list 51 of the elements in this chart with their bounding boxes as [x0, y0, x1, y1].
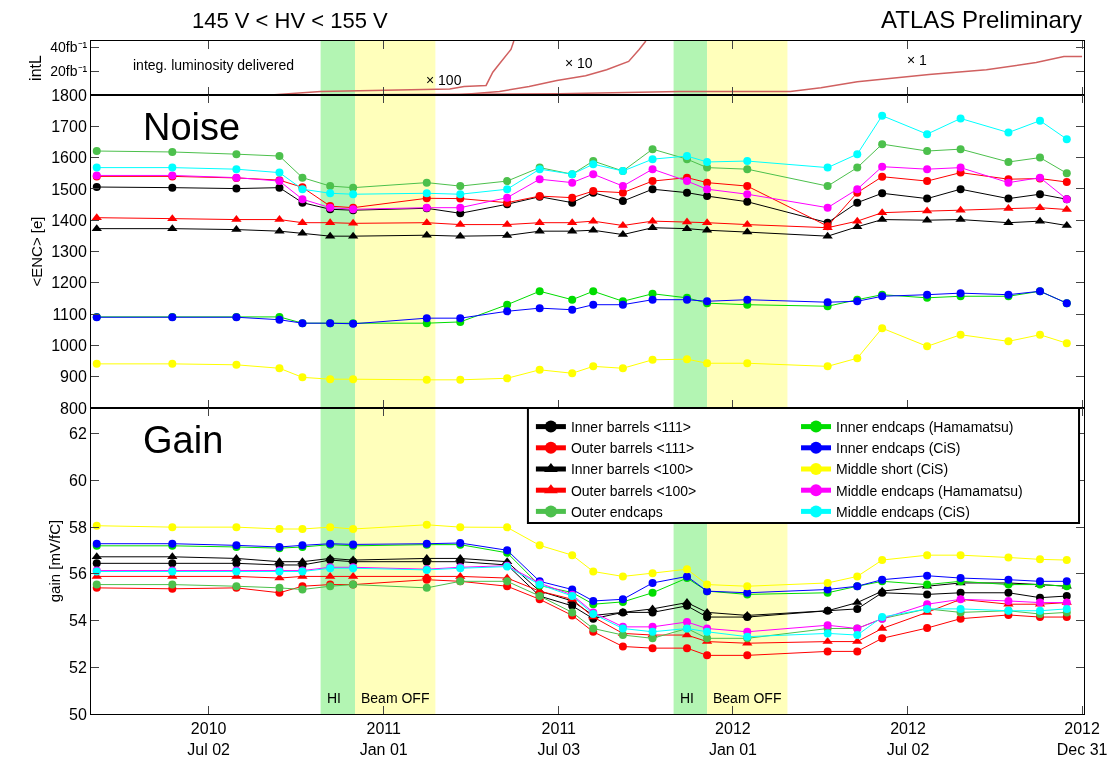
x-tick-label: 2011 Jan 01	[359, 720, 408, 758]
band-label: HI	[680, 690, 694, 706]
y-tick-label: 1800	[51, 86, 87, 104]
legend-label: Middle short (CiS)	[836, 461, 949, 478]
x-tick-label: 2012 Dec 31	[1056, 720, 1108, 758]
y-tick-label: 1300	[51, 243, 87, 261]
x-tick-label: 2011 Jul 03	[537, 720, 581, 758]
y-tick-label: 40fb⁻¹	[50, 38, 88, 55]
y-tick-label: 1100	[52, 305, 87, 323]
text: ATLAS Preliminary	[881, 6, 1082, 33]
band-label: HI	[327, 690, 341, 706]
y-tick-label: 52	[69, 658, 87, 676]
legend-label: Outer barrels <111>	[570, 440, 695, 457]
x-tick-label: 2012 Jan 01	[708, 720, 758, 758]
y-tick-label: 50	[69, 705, 87, 723]
chart-title: 145 V < HV < 155 V	[192, 8, 389, 33]
y-axis-title: intL	[27, 55, 45, 81]
legend-label: Outer barrels <100>	[570, 482, 697, 499]
y-tick-label: 62	[69, 425, 87, 443]
annotation: × 1	[907, 52, 928, 68]
y-tick-label: 54	[69, 612, 87, 630]
y-tick-label: 1700	[51, 117, 87, 135]
legend-label: Inner endcaps (CiS)	[836, 440, 961, 457]
legend-label: Inner endcaps (Hamamatsu)	[836, 419, 1014, 436]
y-axis-title: <ENC> [e]	[28, 216, 46, 287]
y-tick-label: 1500	[51, 180, 87, 198]
y-axis-title: gain [mV/fC]	[46, 519, 64, 603]
y-tick-label: 1400	[51, 211, 87, 229]
y-tick-label: 1600	[51, 149, 87, 167]
chart-title: Gain	[143, 419, 224, 461]
x-tick-label: 2012 Jul 02	[886, 720, 930, 758]
band-label: Beam OFF	[361, 690, 430, 706]
legend-label: Inner barrels <100>	[570, 461, 694, 478]
y-tick-label: 900	[60, 368, 87, 386]
y-tick-label: 1200	[51, 274, 87, 292]
y-tick-label: 60	[69, 472, 87, 490]
y-tick-label: 1000	[51, 337, 87, 354]
legend-label: Outer endcaps	[570, 503, 663, 520]
y-tick-label: 800	[60, 399, 87, 417]
y-tick-label: 20fb⁻¹	[50, 62, 88, 79]
annotation: × 10	[565, 55, 593, 71]
chart-title: Noise	[143, 106, 241, 148]
legend-label: Inner barrels <111>	[570, 419, 692, 436]
legend-label: Middle endcaps (Hamamatsu)	[836, 482, 1023, 499]
x-tick-label: 2010 Jul 02	[187, 720, 231, 758]
annotation: integ. luminosity delivered	[133, 57, 295, 73]
band-label: Beam OFF	[713, 690, 782, 706]
y-tick-label: 56	[69, 565, 87, 583]
y-tick-label: 58	[69, 518, 87, 536]
legend-label: Middle endcaps (CiS)	[836, 503, 970, 520]
annotation: × 100	[426, 72, 462, 88]
